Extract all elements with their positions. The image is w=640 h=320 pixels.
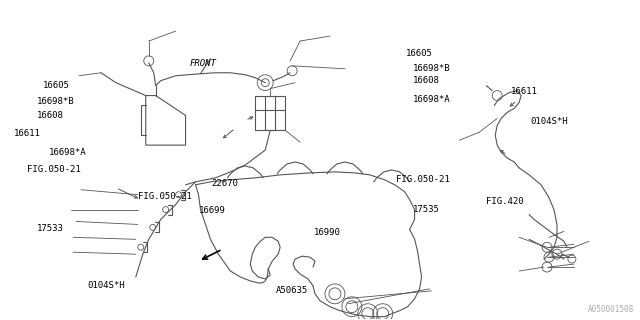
Text: 16990: 16990 xyxy=(314,228,340,237)
Text: 0104S*H: 0104S*H xyxy=(531,117,568,126)
Text: FRONT: FRONT xyxy=(189,59,216,68)
Text: 16608: 16608 xyxy=(36,111,63,120)
Text: 16698*B: 16698*B xyxy=(36,97,74,106)
Text: 17533: 17533 xyxy=(36,224,63,233)
Text: A050001508: A050001508 xyxy=(588,305,634,314)
Text: A50635: A50635 xyxy=(275,285,308,295)
Text: 16608: 16608 xyxy=(412,76,439,85)
Text: FIG.050-21: FIG.050-21 xyxy=(138,192,192,201)
Text: 16698*A: 16698*A xyxy=(412,95,450,104)
Text: 0104S*H: 0104S*H xyxy=(88,281,125,290)
Text: 16605: 16605 xyxy=(406,49,433,58)
Text: 16611: 16611 xyxy=(14,129,41,138)
Text: 16699: 16699 xyxy=(199,206,226,215)
Text: 16605: 16605 xyxy=(43,81,70,90)
Text: 16698*A: 16698*A xyxy=(49,148,87,156)
Text: 16698*B: 16698*B xyxy=(412,63,450,73)
Text: FIG.420: FIG.420 xyxy=(486,197,524,206)
Text: FIG.050-21: FIG.050-21 xyxy=(27,165,81,174)
Text: FIG.050-21: FIG.050-21 xyxy=(396,174,450,184)
Text: 16611: 16611 xyxy=(511,87,538,96)
Text: 22670: 22670 xyxy=(212,179,239,188)
Text: 17535: 17535 xyxy=(412,205,439,214)
